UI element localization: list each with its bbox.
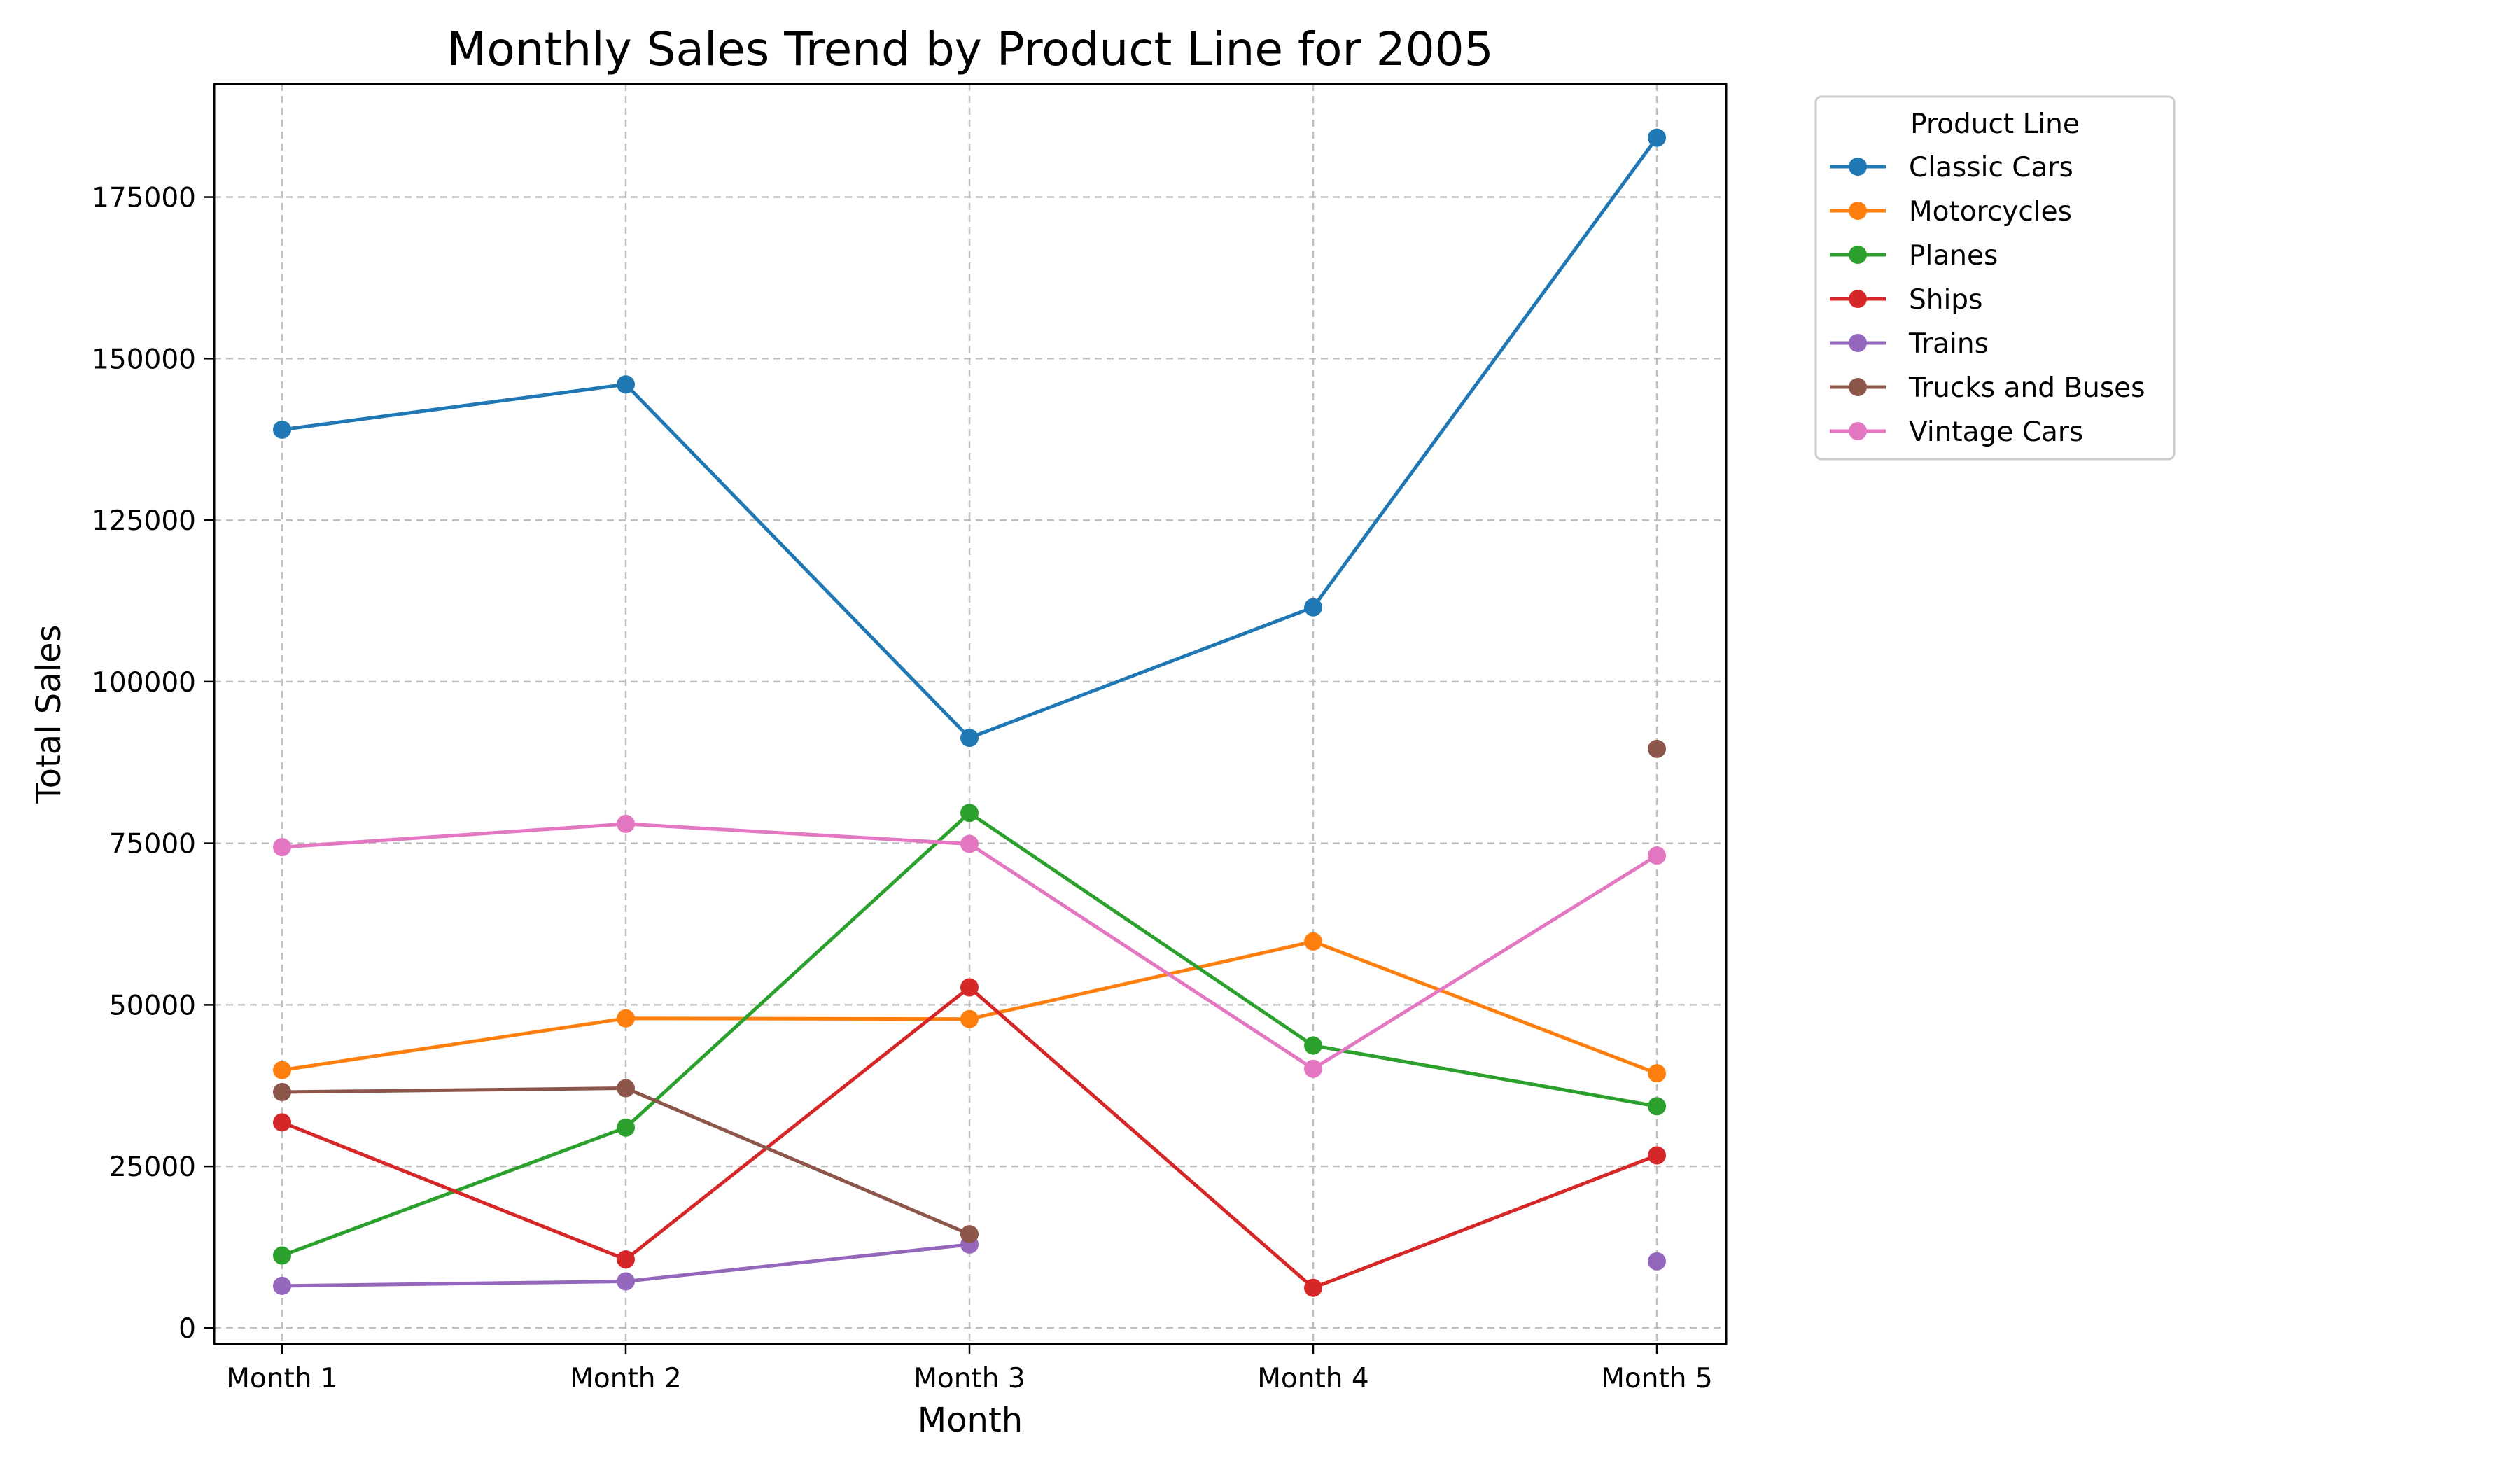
y-tick-label: 150000 xyxy=(92,344,196,375)
data-point xyxy=(617,1009,635,1028)
data-point xyxy=(1304,1278,1322,1297)
series-motorcycles xyxy=(273,932,1666,1083)
y-axis: 0 25000 50000 75000 100000 125000 150000 175000 xyxy=(92,183,214,1345)
data-point xyxy=(1304,932,1322,951)
x-axis-title: Month xyxy=(918,1401,1023,1440)
x-tick-label: Month 1 xyxy=(226,1363,337,1394)
grid xyxy=(214,84,1726,1344)
data-point xyxy=(273,420,291,439)
data-point xyxy=(273,1246,291,1265)
series-trains xyxy=(273,1235,1666,1295)
data-point xyxy=(1648,1097,1666,1116)
data-point xyxy=(1648,1252,1666,1270)
x-tick-label: Month 5 xyxy=(1601,1363,1712,1394)
chart-title: Monthly Sales Trend by Product Line for … xyxy=(447,22,1493,76)
legend-item: Vintage Cars xyxy=(1830,416,2083,448)
legend-swatch-marker xyxy=(1849,334,1867,352)
x-tick-label: Month 2 xyxy=(570,1363,681,1394)
legend-label: Trucks and Buses xyxy=(1908,372,2145,404)
legend-items: Classic Cars Motorcycles Planes Ships Trains… xyxy=(1830,152,2145,448)
y-tick-label: 175000 xyxy=(92,183,196,214)
data-point xyxy=(1648,1146,1666,1165)
y-tick-label: 100000 xyxy=(92,667,196,699)
data-point xyxy=(960,804,979,822)
series-planes xyxy=(273,804,1666,1265)
legend-swatch-marker xyxy=(1849,290,1867,308)
data-point xyxy=(617,1118,635,1137)
data-point xyxy=(617,375,635,394)
legend-item: Ships xyxy=(1830,284,1982,316)
data-point xyxy=(1304,1036,1322,1055)
data-point xyxy=(1304,1059,1322,1078)
data-point xyxy=(1648,846,1666,865)
data-point xyxy=(273,1083,291,1101)
legend-label: Ships xyxy=(1909,284,1982,316)
data-point xyxy=(273,838,291,857)
y-axis-title: Total Sales xyxy=(29,624,69,804)
data-point xyxy=(617,1079,635,1098)
data-point xyxy=(960,1225,979,1244)
legend-swatch-marker xyxy=(1849,246,1867,264)
x-tick-label: Month 3 xyxy=(913,1363,1025,1394)
legend-label: Planes xyxy=(1909,240,1998,272)
data-point xyxy=(617,814,635,833)
y-tick-label: 0 xyxy=(178,1313,196,1345)
data-point xyxy=(273,1113,291,1132)
data-point xyxy=(273,1276,291,1295)
legend-box xyxy=(1814,95,2176,461)
data-point xyxy=(960,729,979,748)
data-point xyxy=(960,1009,979,1028)
y-tick-label: 25000 xyxy=(109,1152,196,1183)
data-point xyxy=(1648,1064,1666,1083)
legend-swatch-marker xyxy=(1849,378,1867,396)
legend-item: Trains xyxy=(1830,328,1989,360)
series-vintage-cars xyxy=(273,814,1666,1078)
data-point xyxy=(1648,128,1666,147)
data-point xyxy=(960,834,979,853)
data-point xyxy=(1648,739,1666,758)
legend-swatch-marker xyxy=(1849,158,1867,176)
legend-label: Motorcycles xyxy=(1909,196,2072,227)
series-line xyxy=(279,811,1659,1258)
legend-item: Classic Cars xyxy=(1830,152,2073,183)
data-point xyxy=(617,1272,635,1291)
legend-item: Trucks and Buses xyxy=(1830,372,2145,404)
legend-item: Planes xyxy=(1830,240,1998,272)
series-classic-cars xyxy=(273,128,1666,748)
data-point xyxy=(960,978,979,997)
legend-swatch-marker xyxy=(1849,422,1867,440)
series-trucks-and-buses xyxy=(273,739,1666,1244)
series-group xyxy=(273,128,1666,1297)
y-tick-label: 50000 xyxy=(109,990,196,1021)
legend-label: Classic Cars xyxy=(1909,152,2073,183)
y-tick-label: 75000 xyxy=(109,829,196,860)
x-tick-label: Month 4 xyxy=(1257,1363,1368,1394)
legend-label: Trains xyxy=(1908,328,1989,360)
y-tick-label: 125000 xyxy=(92,505,196,537)
data-point xyxy=(273,1060,291,1079)
x-axis: Month 1 Month 2 Month 3 Month 4 Month 5 xyxy=(226,1344,1713,1394)
series-ships xyxy=(273,978,1666,1297)
data-point xyxy=(1304,598,1322,617)
legend-swatch-marker xyxy=(1849,202,1867,220)
legend-title: Product Line xyxy=(1910,108,2080,140)
legend: Product Line Classic Cars Motorcycles Plan… xyxy=(1814,95,2176,461)
data-point xyxy=(617,1250,635,1269)
legend-item: Motorcycles xyxy=(1830,196,2072,227)
legend-label: Vintage Cars xyxy=(1909,416,2083,448)
